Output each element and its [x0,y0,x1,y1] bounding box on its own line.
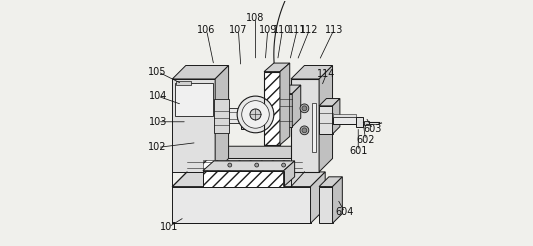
Circle shape [242,101,269,128]
Polygon shape [280,63,290,145]
Polygon shape [264,63,290,72]
Bar [365,121,369,125]
Circle shape [300,126,309,135]
Polygon shape [333,99,340,134]
Polygon shape [280,85,301,94]
Polygon shape [292,85,301,127]
Text: 111: 111 [288,25,306,35]
Polygon shape [302,146,314,172]
Bar [203,160,288,171]
Polygon shape [172,172,325,187]
Circle shape [302,106,307,111]
Bar [264,72,280,145]
Bar [172,79,215,172]
Bar [264,72,280,145]
Bar [319,187,333,223]
Bar [241,102,248,129]
Bar [333,117,361,124]
Bar [312,103,316,152]
Text: 106: 106 [197,25,216,35]
Text: 102: 102 [148,142,167,153]
Bar [214,99,229,133]
Text: 601: 601 [349,146,367,156]
Bar [187,158,302,172]
Bar [203,171,284,187]
Text: 603: 603 [364,124,382,134]
Text: 110: 110 [273,25,292,35]
Polygon shape [333,177,342,223]
Bar [319,106,333,134]
Bar [229,108,242,123]
Text: 104: 104 [149,91,167,101]
Polygon shape [291,65,333,79]
Text: 107: 107 [229,25,248,35]
Polygon shape [172,65,229,79]
Circle shape [281,163,286,167]
Circle shape [237,96,274,133]
Bar [175,83,213,116]
Text: 114: 114 [317,69,336,79]
Circle shape [300,104,309,113]
Text: 103: 103 [149,117,167,127]
Text: 604: 604 [336,207,354,217]
Polygon shape [319,99,340,106]
Polygon shape [311,172,325,223]
Circle shape [250,109,261,120]
Bar [291,79,319,172]
Text: 113: 113 [325,25,343,35]
Text: 109: 109 [259,25,277,35]
Polygon shape [187,146,314,158]
Text: 112: 112 [300,25,319,35]
Polygon shape [319,177,342,187]
Text: 108: 108 [246,13,265,23]
Text: 105: 105 [148,67,167,77]
Polygon shape [203,161,295,171]
Bar [172,187,311,223]
Polygon shape [215,65,229,172]
Circle shape [302,128,307,133]
Bar [356,117,362,127]
Text: 602: 602 [357,135,375,145]
Bar [176,81,191,85]
Bar [333,114,356,117]
Circle shape [228,163,232,167]
Bar [203,171,284,187]
Circle shape [255,163,259,167]
Text: 101: 101 [159,222,178,232]
Polygon shape [319,65,333,172]
Bar [280,94,292,127]
Polygon shape [284,161,295,187]
